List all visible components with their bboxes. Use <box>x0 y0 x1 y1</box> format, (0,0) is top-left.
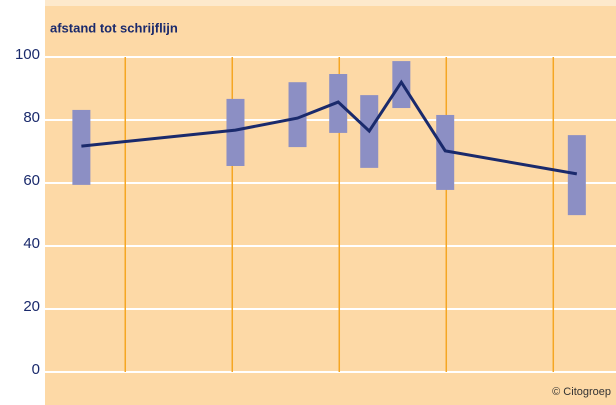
y-tick-label: 20 <box>23 298 40 315</box>
y-tick-label: 100 <box>15 46 40 63</box>
y-tick-label: 40 <box>23 235 40 252</box>
range-bar <box>436 114 455 190</box>
range-bar <box>567 135 586 216</box>
plot-background <box>45 6 616 405</box>
range-bar <box>226 98 245 166</box>
chart-title: afstand tot schrijflijn <box>50 20 178 35</box>
top-band <box>45 0 616 6</box>
data-line <box>81 79 578 176</box>
range-bar <box>288 82 307 148</box>
y-tick-label: 0 <box>32 361 40 378</box>
range-bar <box>72 109 91 185</box>
y-tick-label: 60 <box>23 172 40 189</box>
y-tick-label: 80 <box>23 109 40 126</box>
credit: © Citogroep <box>552 386 611 398</box>
